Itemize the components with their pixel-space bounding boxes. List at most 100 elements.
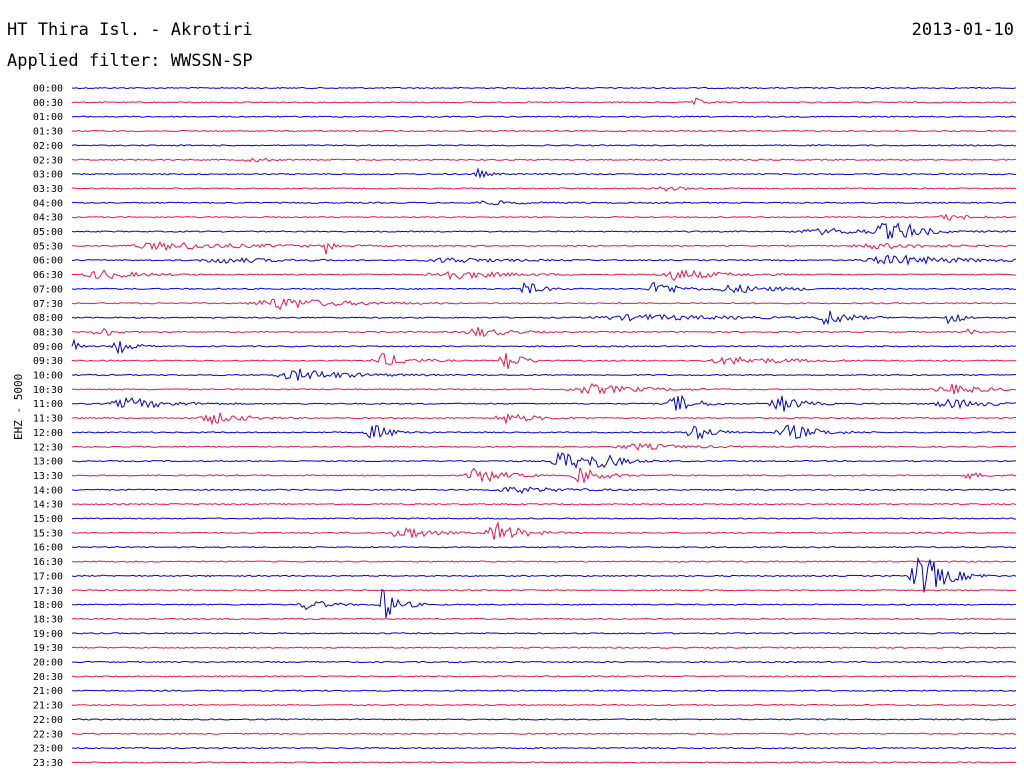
trace-line bbox=[71, 617, 1017, 621]
trace-line bbox=[71, 660, 1017, 664]
time-label: 10:00 bbox=[33, 371, 63, 382]
time-label: 04:00 bbox=[33, 198, 63, 209]
filter-label: Applied filter: WWSSN-SP bbox=[7, 51, 253, 71]
trace-line bbox=[71, 200, 1017, 206]
time-label: 01:30 bbox=[33, 127, 63, 138]
trace-line bbox=[72, 689, 1017, 692]
trace-line bbox=[71, 254, 1017, 266]
trace-line bbox=[72, 240, 1017, 255]
trace-line bbox=[71, 556, 1017, 593]
trace-line bbox=[71, 353, 1017, 370]
trace-line bbox=[72, 746, 1017, 750]
time-label: 05:30 bbox=[33, 241, 63, 252]
time-label: 08:00 bbox=[33, 313, 63, 324]
station-title: HT Thira Isl. - Akrotiri bbox=[7, 20, 253, 40]
time-label: 13:00 bbox=[33, 457, 63, 468]
time-label: 14:00 bbox=[33, 485, 63, 496]
time-label: 15:00 bbox=[33, 514, 63, 525]
trace-line bbox=[71, 222, 1017, 240]
time-label: 03:30 bbox=[33, 184, 63, 195]
trace-line bbox=[71, 129, 1017, 133]
time-label: 02:00 bbox=[33, 141, 63, 152]
trace-line bbox=[71, 86, 1017, 90]
trace-line bbox=[72, 310, 1017, 326]
trace-line bbox=[71, 383, 1017, 395]
time-label: 15:30 bbox=[33, 528, 63, 539]
trace-line bbox=[72, 503, 1017, 506]
time-label: 20:30 bbox=[33, 672, 63, 683]
trace-line bbox=[71, 97, 1017, 106]
time-label: 22:00 bbox=[33, 715, 63, 726]
trace-line bbox=[71, 732, 1016, 735]
trace-line bbox=[72, 157, 1017, 163]
trace-line bbox=[72, 451, 1017, 469]
time-label: 11:30 bbox=[33, 414, 63, 425]
time-label: 18:30 bbox=[33, 614, 63, 625]
time-label: 03:00 bbox=[33, 170, 63, 181]
time-label: 12:30 bbox=[33, 442, 63, 453]
trace-line bbox=[71, 632, 1017, 635]
trace-line bbox=[71, 560, 1017, 563]
trace-line bbox=[71, 412, 1016, 426]
trace-line bbox=[71, 115, 1017, 118]
time-label: 02:30 bbox=[33, 155, 63, 166]
trace-line bbox=[71, 144, 1017, 147]
time-label: 10:30 bbox=[33, 385, 63, 396]
trace-line bbox=[71, 703, 1017, 707]
trace-line bbox=[71, 718, 1017, 721]
trace-line bbox=[71, 517, 1017, 520]
trace-line bbox=[71, 761, 1017, 764]
date-label: 2013-01-10 bbox=[911, 20, 1014, 40]
trace-line bbox=[71, 546, 1017, 549]
trace-line bbox=[71, 338, 1017, 355]
time-label: 20:00 bbox=[33, 658, 63, 669]
time-label: 09:30 bbox=[33, 356, 63, 367]
time-label: 23:00 bbox=[33, 744, 63, 755]
time-label: 05:00 bbox=[33, 227, 63, 238]
time-label: 19:00 bbox=[33, 629, 63, 640]
time-label: 17:30 bbox=[33, 586, 63, 597]
time-label: 07:30 bbox=[33, 299, 63, 310]
trace-line bbox=[71, 297, 1017, 311]
time-label: 16:30 bbox=[33, 557, 63, 568]
time-label: 19:30 bbox=[33, 643, 63, 654]
trace-line bbox=[71, 467, 1016, 483]
time-label: 16:00 bbox=[33, 543, 63, 554]
trace-line bbox=[71, 268, 1017, 282]
time-label: 13:30 bbox=[33, 471, 63, 482]
time-label: 12:00 bbox=[33, 428, 63, 439]
trace-line bbox=[71, 589, 1017, 618]
time-label: 01:00 bbox=[33, 112, 63, 123]
trace-line bbox=[71, 646, 1017, 649]
time-label: 21:30 bbox=[33, 701, 63, 712]
trace-line bbox=[71, 675, 1017, 678]
time-label: 06:30 bbox=[33, 270, 63, 281]
time-label: 00:00 bbox=[33, 84, 63, 95]
trace-line bbox=[71, 394, 1017, 412]
trace-line bbox=[71, 442, 1017, 451]
time-label: 23:30 bbox=[33, 758, 63, 769]
time-label: 11:00 bbox=[33, 399, 63, 410]
time-label: 00:30 bbox=[33, 98, 63, 109]
time-label: 21:00 bbox=[33, 686, 63, 697]
time-label: 17:00 bbox=[33, 571, 63, 582]
time-label: 06:00 bbox=[33, 256, 63, 267]
trace-line bbox=[71, 486, 1017, 494]
trace-line bbox=[71, 424, 1017, 441]
trace-line bbox=[71, 281, 1017, 294]
time-label: 04:30 bbox=[33, 213, 63, 224]
trace-line bbox=[71, 368, 1017, 381]
trace-line bbox=[71, 167, 1017, 179]
time-label: 18:00 bbox=[33, 600, 63, 611]
time-label: 09:00 bbox=[33, 342, 63, 353]
trace-line bbox=[71, 589, 1017, 592]
time-label: 07:00 bbox=[33, 284, 63, 295]
trace-line bbox=[71, 186, 1017, 192]
trace-line bbox=[71, 327, 1017, 338]
time-label: 08:30 bbox=[33, 327, 63, 338]
time-label: 14:30 bbox=[33, 500, 63, 511]
time-label: 22:30 bbox=[33, 729, 63, 740]
trace-line bbox=[71, 521, 1017, 540]
trace-line bbox=[71, 213, 1017, 221]
